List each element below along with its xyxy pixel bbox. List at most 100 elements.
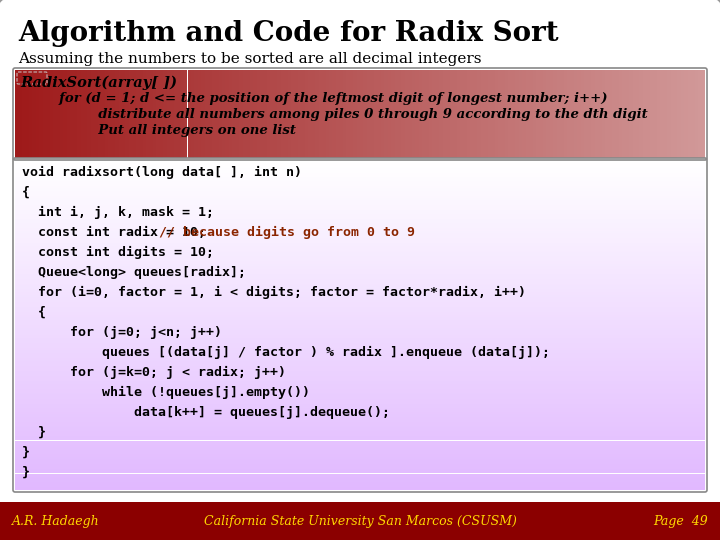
- Bar: [15, 386, 705, 388]
- Bar: [15, 353, 705, 355]
- Bar: [91, 70, 94, 158]
- Bar: [98, 70, 102, 158]
- Bar: [225, 70, 229, 158]
- Bar: [588, 70, 591, 158]
- Bar: [591, 70, 595, 158]
- Text: Algorithm and Code for Radix Sort: Algorithm and Code for Radix Sort: [18, 20, 559, 47]
- Bar: [15, 277, 705, 279]
- Bar: [370, 70, 374, 158]
- Bar: [629, 70, 633, 158]
- Bar: [15, 338, 705, 340]
- Bar: [453, 70, 456, 158]
- Bar: [418, 70, 422, 158]
- Bar: [15, 375, 705, 376]
- Bar: [15, 341, 705, 343]
- Bar: [15, 383, 705, 384]
- Bar: [15, 286, 705, 287]
- Bar: [536, 70, 539, 158]
- Bar: [495, 70, 498, 158]
- Bar: [15, 406, 705, 408]
- Bar: [15, 465, 705, 467]
- Bar: [356, 70, 360, 158]
- Bar: [15, 289, 705, 291]
- Bar: [15, 70, 19, 158]
- Bar: [77, 70, 81, 158]
- Bar: [15, 361, 705, 363]
- Bar: [695, 70, 698, 158]
- Bar: [15, 422, 705, 424]
- Bar: [15, 396, 705, 397]
- Text: distribute all numbers among piles 0 through 9 according to the dth digit: distribute all numbers among piles 0 thr…: [52, 108, 648, 121]
- Bar: [688, 70, 691, 158]
- Bar: [516, 70, 518, 158]
- Bar: [15, 231, 705, 233]
- Bar: [15, 363, 705, 364]
- Bar: [367, 70, 370, 158]
- Bar: [567, 70, 570, 158]
- Bar: [15, 421, 705, 422]
- Bar: [377, 70, 381, 158]
- Bar: [284, 70, 287, 158]
- Bar: [636, 70, 639, 158]
- Bar: [132, 70, 136, 158]
- Text: {: {: [22, 306, 46, 319]
- Bar: [564, 70, 567, 158]
- Bar: [15, 441, 705, 442]
- Bar: [15, 261, 705, 262]
- Bar: [664, 70, 667, 158]
- Bar: [15, 186, 705, 188]
- Bar: [298, 70, 302, 158]
- Bar: [15, 251, 705, 252]
- Bar: [198, 70, 202, 158]
- Bar: [526, 70, 529, 158]
- Bar: [456, 70, 460, 158]
- Bar: [15, 380, 705, 381]
- Text: void radixsort(long data[ ], int n): void radixsort(long data[ ], int n): [22, 166, 302, 179]
- Bar: [443, 70, 446, 158]
- Bar: [150, 70, 153, 158]
- Bar: [15, 269, 705, 271]
- Bar: [487, 70, 491, 158]
- Bar: [15, 333, 705, 335]
- Bar: [436, 70, 439, 158]
- Bar: [15, 430, 705, 432]
- Bar: [15, 300, 705, 302]
- Bar: [15, 325, 705, 327]
- Bar: [15, 205, 705, 206]
- Bar: [15, 455, 705, 457]
- Bar: [398, 70, 402, 158]
- Bar: [46, 70, 50, 158]
- Bar: [36, 70, 39, 158]
- Bar: [125, 70, 129, 158]
- Bar: [15, 214, 705, 216]
- Bar: [350, 70, 353, 158]
- Bar: [15, 213, 705, 214]
- Bar: [81, 70, 84, 158]
- Bar: [50, 70, 53, 158]
- Bar: [598, 70, 601, 158]
- Bar: [15, 274, 705, 275]
- Bar: [15, 259, 705, 261]
- Bar: [608, 70, 612, 158]
- Bar: [315, 70, 318, 158]
- Bar: [450, 70, 453, 158]
- Bar: [15, 366, 705, 368]
- Bar: [136, 70, 139, 158]
- Bar: [15, 389, 705, 391]
- Bar: [15, 224, 705, 226]
- Bar: [129, 70, 132, 158]
- Bar: [529, 70, 533, 158]
- Bar: [15, 404, 705, 406]
- Bar: [167, 70, 170, 158]
- Bar: [15, 221, 705, 222]
- Bar: [15, 352, 705, 353]
- Bar: [653, 70, 657, 158]
- Bar: [15, 378, 705, 380]
- Bar: [112, 70, 115, 158]
- Text: while (!queues[j].empty()): while (!queues[j].empty()): [22, 386, 310, 399]
- Bar: [308, 70, 312, 158]
- Bar: [15, 322, 705, 323]
- Bar: [618, 70, 622, 158]
- Bar: [39, 70, 42, 158]
- Bar: [15, 211, 705, 213]
